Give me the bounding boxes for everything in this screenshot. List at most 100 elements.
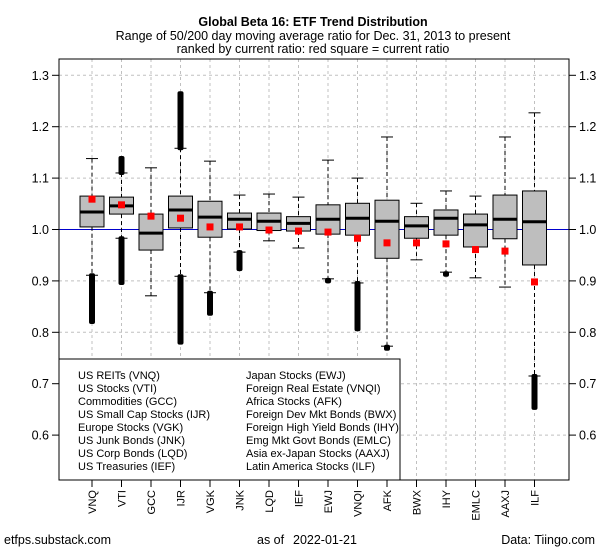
x-tick-label-lqd: LQD xyxy=(264,490,276,513)
current-ratio-marker xyxy=(442,240,450,248)
box-bwx xyxy=(404,202,429,261)
x-tick-label-gcc: GCC xyxy=(146,490,158,515)
x-tick-label-aaxj: AAXJ xyxy=(500,490,512,518)
current-ratio-marker xyxy=(236,223,243,231)
legend-item: Europe Stocks (VGK) xyxy=(78,422,183,434)
plot-border xyxy=(58,58,570,481)
legend-item: Japan Stocks (EWJ) xyxy=(246,370,346,382)
outliers-low xyxy=(236,250,243,272)
iqr-box xyxy=(197,200,223,238)
y-tick-label-left: 1.1 xyxy=(32,172,49,186)
y-tick-label-right: 0.7 xyxy=(579,377,596,391)
box-ilf xyxy=(522,112,547,410)
box-afk xyxy=(374,136,400,351)
x-tick-label-ihy: IHY xyxy=(441,489,453,508)
legend-item: US REITs (VNQ) xyxy=(78,370,160,382)
iqr-box xyxy=(522,190,547,266)
outliers-low xyxy=(443,271,449,277)
current-ratio-marker xyxy=(354,234,361,242)
box-emlc xyxy=(463,195,488,279)
y-tick-label-right: 1.3 xyxy=(579,69,596,83)
outliers-low xyxy=(531,373,538,410)
legend-item: Foreign Real Estate (VNQI) xyxy=(246,383,381,395)
outliers-low xyxy=(384,344,390,351)
x-tick-label-vnqi: VNQI xyxy=(353,490,365,517)
y-tick-label-right: 0.9 xyxy=(579,274,596,288)
legend-item: US Treasuries (IEF) xyxy=(78,461,175,473)
chart-subtitle-line-2: ranked by current ratio: red square = cu… xyxy=(177,42,450,56)
legend-item: Asia ex-Japan Stocks (AAXJ) xyxy=(246,448,390,460)
legend-column-left: US REITs (VNQ)US Stocks (VTI)Commodities… xyxy=(78,370,210,473)
current-ratio-marker xyxy=(265,226,273,234)
x-tick-label-vgk: VGK xyxy=(205,489,217,513)
y-tick-label-right: 0.8 xyxy=(579,326,596,340)
iqr-box xyxy=(168,195,193,229)
current-ratio-marker xyxy=(118,201,125,209)
current-ratio-marker xyxy=(531,278,538,286)
box-gcc xyxy=(138,167,164,297)
y-tick-label-left: 0.6 xyxy=(32,429,49,443)
x-tick-label-jnk: JNK xyxy=(235,489,247,510)
current-ratio-marker xyxy=(324,228,332,236)
legend-item: Foreign Dev Mkt Bonds (BWX) xyxy=(246,409,396,421)
iqr-box xyxy=(433,209,459,236)
current-ratio-marker xyxy=(295,227,302,235)
outliers-high xyxy=(118,156,125,175)
iqr-box xyxy=(463,213,488,248)
box-jnk xyxy=(227,194,252,272)
iqr-box xyxy=(374,199,400,259)
box-vti xyxy=(109,156,134,285)
legend-item: US Stocks (VTI) xyxy=(78,383,157,395)
box-ijr xyxy=(168,91,193,345)
footer-data-source: Data: Tiingo.com xyxy=(501,533,595,547)
legend-item: US Small Cap Stocks (IJR) xyxy=(78,409,210,421)
x-tick-label-ewj: EWJ xyxy=(323,490,335,513)
y-tick-label-left: 1.2 xyxy=(32,120,49,134)
x-tick-label-bwx: BWX xyxy=(412,489,424,515)
box-ihy xyxy=(433,190,459,277)
legend: US REITs (VNQ)US Stocks (VTI)Commodities… xyxy=(58,358,401,481)
x-tick-label-emlc: EMLC xyxy=(471,490,483,521)
outliers-low xyxy=(177,274,184,345)
box-vnqi xyxy=(345,177,370,332)
legend-column-right: Japan Stocks (EWJ)Foreign Real Estate (V… xyxy=(246,370,399,473)
current-ratio-marker xyxy=(472,246,479,254)
y-tick-label-left: 1.3 xyxy=(32,69,49,83)
outliers-low xyxy=(89,273,95,325)
outliers-low xyxy=(118,236,125,285)
x-tick-label-vnq: VNQ xyxy=(87,490,99,514)
iqr-box xyxy=(492,194,518,240)
x-tick-label-afk: AFK xyxy=(382,489,394,511)
y-tick-label-right: 1.0 xyxy=(579,223,596,237)
footer-date: 2022-01-21 xyxy=(293,533,357,547)
current-ratio-marker xyxy=(206,223,214,231)
outliers-low xyxy=(354,280,361,332)
legend-item: Emg Mkt Govt Bonds (EMLC) xyxy=(246,435,391,447)
current-ratio-marker xyxy=(147,212,155,220)
chart-subtitle-line-1: Range of 50/200 day moving average ratio… xyxy=(116,29,511,43)
legend-item: US Corp Bonds (LQD) xyxy=(78,448,187,460)
outliers-low xyxy=(207,290,213,316)
y-tick-label-left: 1.0 xyxy=(32,223,49,237)
current-ratio-marker xyxy=(383,239,391,247)
box-ief xyxy=(286,196,311,249)
box-lqd xyxy=(256,193,282,242)
legend-item: US Junk Bonds (JNK) xyxy=(78,435,185,447)
legend-item: Foreign High Yield Bonds (IHY) xyxy=(246,422,399,434)
legend-box xyxy=(58,358,401,481)
y-tick-label-left: 0.7 xyxy=(32,377,49,391)
boxes xyxy=(79,91,547,410)
outliers-high xyxy=(177,91,184,151)
current-ratio-marker xyxy=(88,195,96,203)
y-tick-label-right: 1.1 xyxy=(579,172,596,186)
axes: 0.6 0.6 0.7 0.7 0.8 0.8 0.9 0.9 1.0 1.0 1.1 1.1 1.2 1… xyxy=(32,69,597,521)
iqr-box xyxy=(404,216,429,239)
box-ewj xyxy=(315,159,341,284)
legend-item: Africa Stocks (AFK) xyxy=(246,396,342,408)
footer-source-site: etfps.substack.com xyxy=(4,533,111,547)
footer-as-of-label: as of xyxy=(257,533,285,547)
x-tick-label-vti: VTI xyxy=(117,490,129,507)
box-vnq xyxy=(79,158,105,325)
y-tick-label-right: 0.6 xyxy=(579,429,596,443)
